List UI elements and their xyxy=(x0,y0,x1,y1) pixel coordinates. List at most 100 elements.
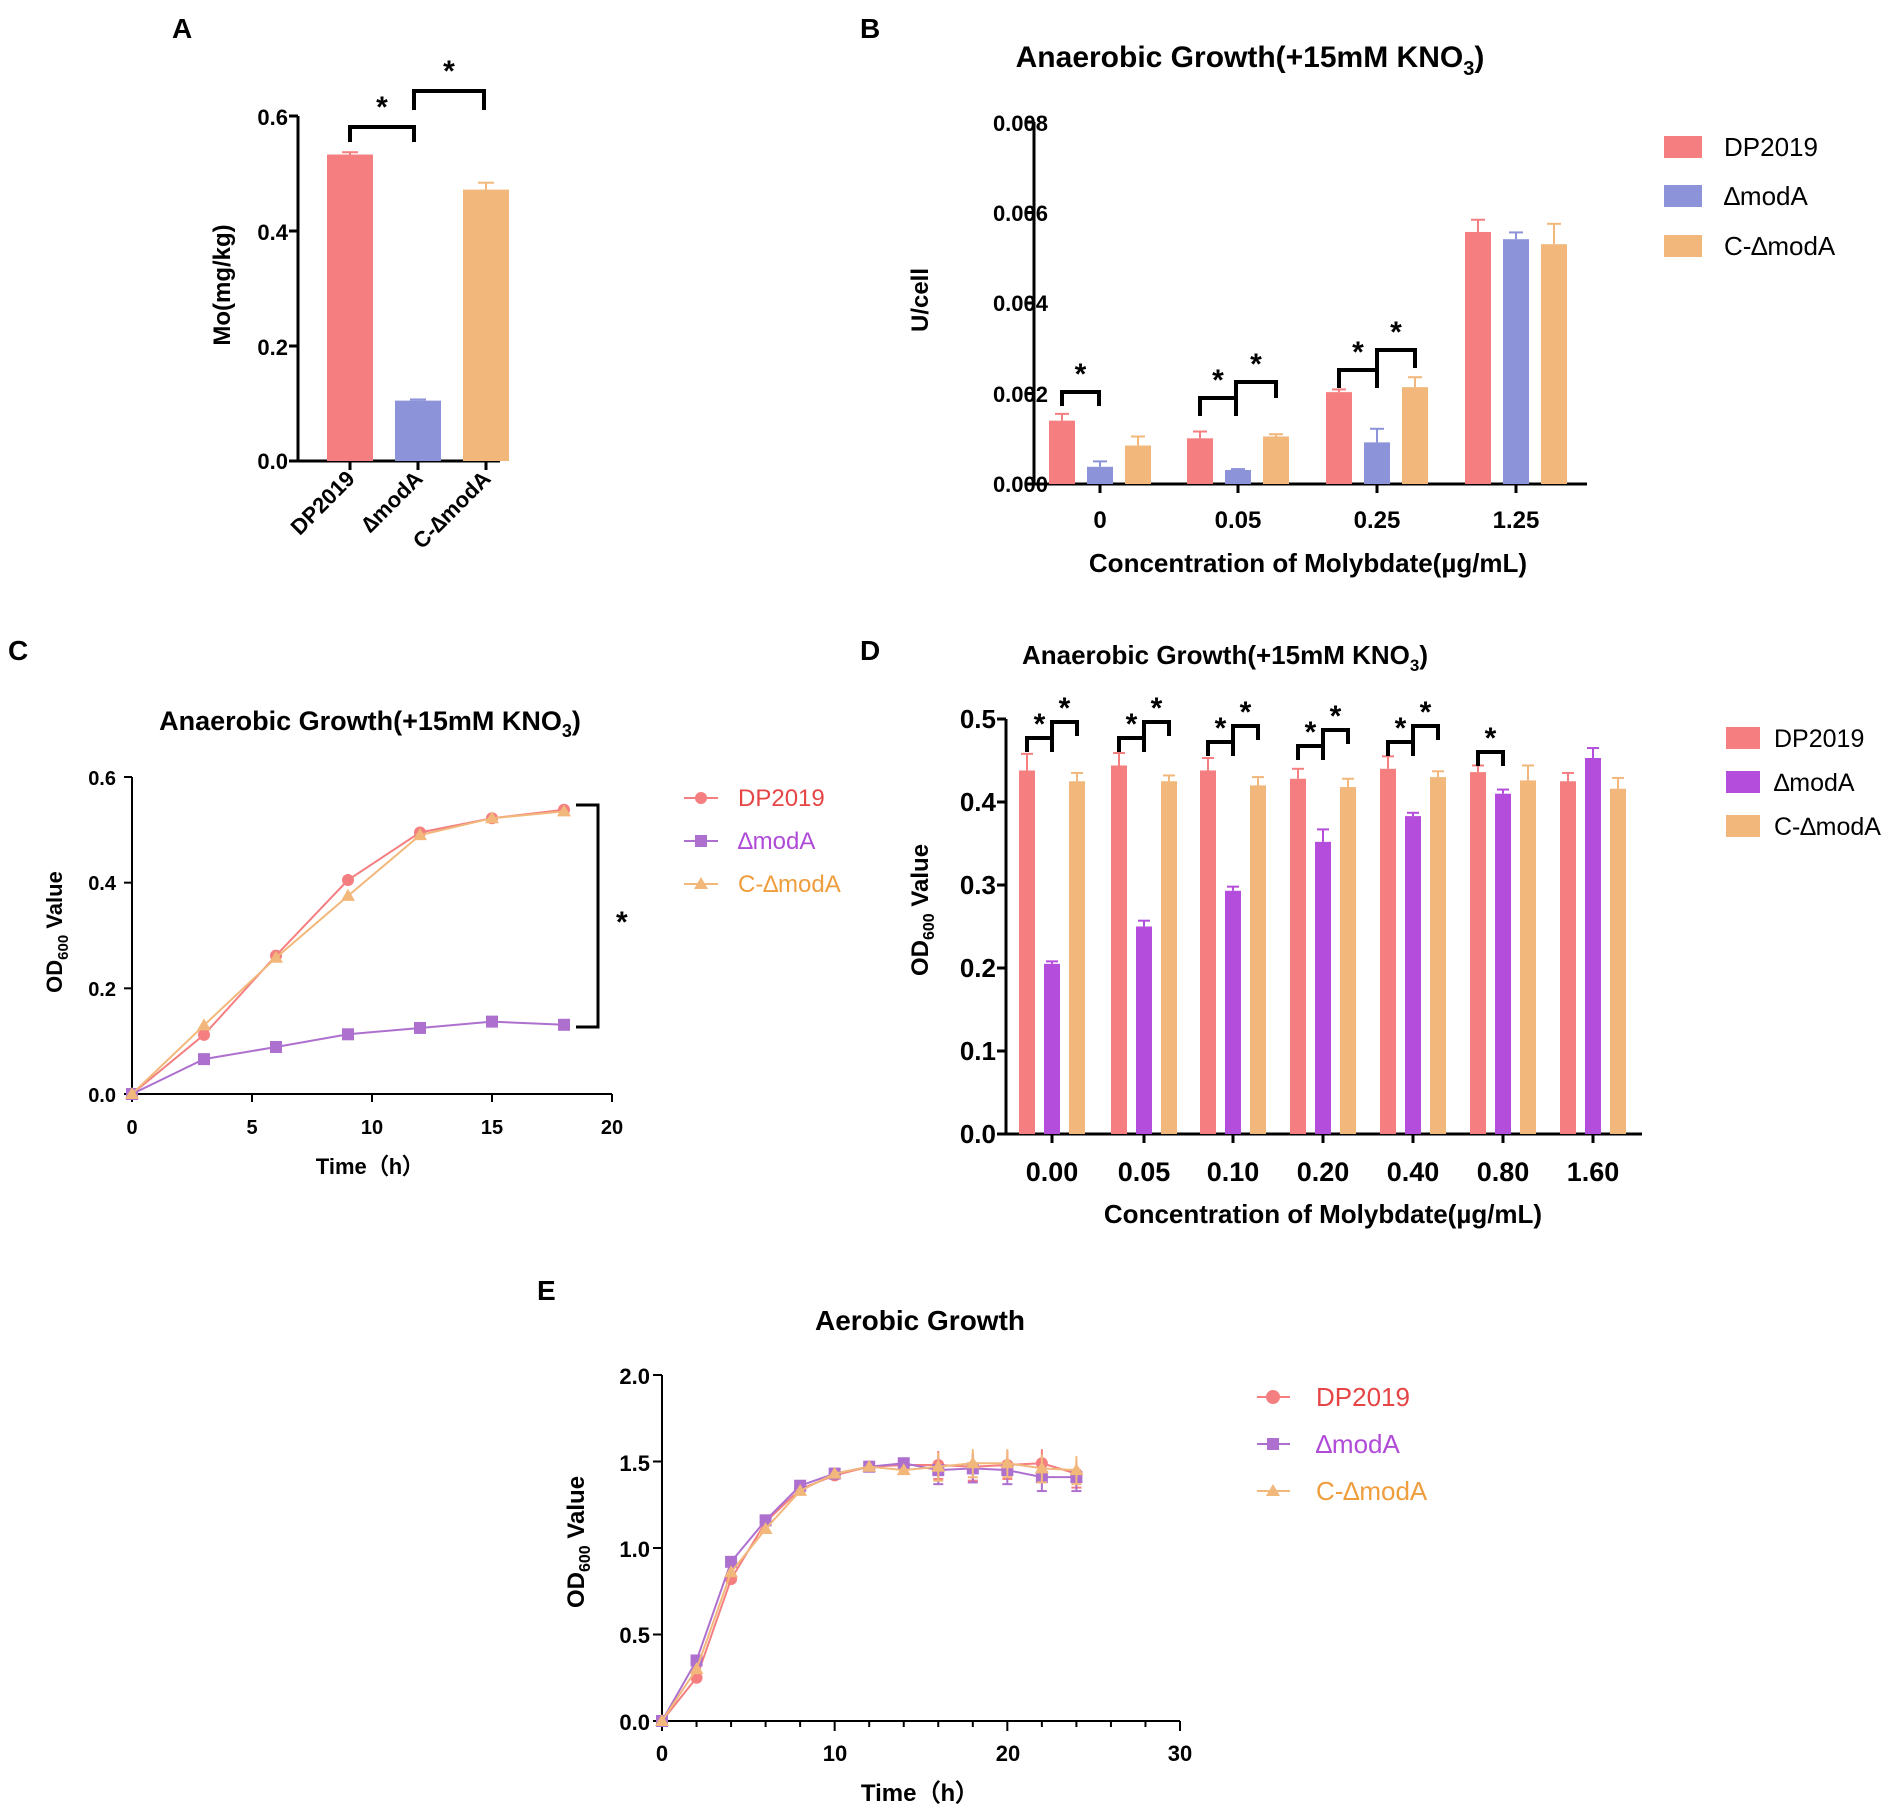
panel-a-ytick-label: 0.6 xyxy=(257,105,288,130)
panel-b-xtick-label: 0 xyxy=(1093,507,1106,534)
panel-d-sig-bracket xyxy=(1025,736,1054,752)
panel-label-c: C xyxy=(8,635,28,666)
panel-a-bar xyxy=(463,189,509,461)
panel-c-point xyxy=(413,828,427,841)
panel-b-legend-dmoda: ∆modA xyxy=(1724,181,1808,211)
panel-c-point xyxy=(557,804,571,817)
panel-e-point xyxy=(758,1521,773,1534)
panel-d-xtick-label: 0.05 xyxy=(1118,1157,1171,1187)
panel-a-xtick-label: DP2019 xyxy=(286,466,360,540)
legend-swatch-dmoda xyxy=(1664,185,1702,207)
panel-d-xtick-label: 0.20 xyxy=(1297,1157,1350,1187)
panel-d-sig-asterisk: * xyxy=(1126,708,1138,741)
panel-e-point xyxy=(931,1459,946,1472)
panel-d-bar xyxy=(1405,816,1421,1134)
panel-label-d: D xyxy=(860,635,880,666)
panel-c-legend-dp2019: DP2019 xyxy=(738,785,825,812)
legend-marker-triangle xyxy=(694,877,708,889)
panel-d-sig-bracket xyxy=(1231,724,1260,740)
panel-d-bar xyxy=(1470,772,1486,1134)
legend-marker-square xyxy=(1267,1438,1279,1450)
legend-swatch-dmoda xyxy=(1726,771,1760,793)
panel-e-point xyxy=(793,1483,808,1496)
panel-e-series-line xyxy=(661,1462,1077,1722)
panel-e-legend-dp2019: DP2019 xyxy=(1316,1382,1410,1412)
panel-e-point xyxy=(725,1555,738,1568)
panel-d-xtick-label: 0.40 xyxy=(1387,1157,1440,1187)
panel-d-legend-cmoda: C-∆modA xyxy=(1774,813,1881,841)
panel-d-bar xyxy=(1560,781,1576,1134)
panel-e-point xyxy=(862,1459,877,1472)
panel-d-marks: * * * * * * * * * * * xyxy=(997,692,1642,1143)
panel-e-ytick-label: 2.0 xyxy=(619,1364,650,1389)
panel-b-ytick-label: 0.006 xyxy=(993,201,1048,226)
panel-c-ylabel: OD600 Value xyxy=(42,871,72,993)
panel-d-sig-bracket xyxy=(1476,750,1505,766)
panel-b-sig-asterisk: * xyxy=(1250,348,1262,381)
panel-a-ylabel: Mo(mg/kg) xyxy=(209,224,236,345)
panel-d-legend-dp2019: DP2019 xyxy=(1774,725,1864,753)
panel-c-point xyxy=(342,1028,354,1041)
panel-b-xtick-label: 0.05 xyxy=(1215,507,1262,534)
panel-b-sig-asterisk: * xyxy=(1075,358,1087,391)
legend-swatch-dp2019 xyxy=(1726,727,1760,749)
panel-d-sig-asterisk: * xyxy=(1485,722,1497,755)
panel-e-point xyxy=(896,1463,911,1476)
panel-b-ytick-label: 0.008 xyxy=(993,111,1048,136)
panel-b-sig-bracket xyxy=(1337,368,1379,388)
panel-d: Anaerobic Growth(+15mM KNO3) OD600 Value… xyxy=(907,640,1881,1229)
panel-a-sig-asterisk: * xyxy=(376,91,388,124)
panel-d-sig-bracket xyxy=(1050,720,1079,736)
panel-d-bar xyxy=(1430,777,1446,1134)
panel-a-marks: ** xyxy=(289,55,509,470)
panel-b-bar xyxy=(1402,387,1428,484)
panel-e-title: Aerobic Growth xyxy=(815,1305,1025,1336)
legend-swatch-dp2019 xyxy=(1664,136,1702,158)
panel-b-sig-bracket xyxy=(1375,348,1417,368)
panel-e-point xyxy=(655,1714,669,1726)
panel-b-legend-dp2019: DP2019 xyxy=(1724,132,1818,162)
panel-d-sig-asterisk: * xyxy=(1215,712,1227,745)
panel-e-point xyxy=(1069,1463,1084,1476)
panel-d-xlabel: Concentration of Molybdate(µg/mL) xyxy=(1104,1199,1542,1229)
panel-d-sig-bracket xyxy=(1206,740,1235,756)
panel-d-ytick-label: 0.5 xyxy=(960,704,996,734)
panel-e-point xyxy=(827,1466,842,1479)
panel-d-sig-asterisk: * xyxy=(1420,696,1432,729)
panel-e-point xyxy=(1034,1461,1049,1474)
panel-d-bar xyxy=(1225,890,1241,1134)
panel-d-xtick-label: 0.00 xyxy=(1026,1157,1079,1187)
panel-b-marks: * * * * * xyxy=(1025,120,1587,493)
panel-c-xtick-label: 15 xyxy=(481,1117,503,1139)
panel-c-sig-bracket xyxy=(576,803,600,1029)
panel-d-ylabel: OD600 Value xyxy=(907,844,938,976)
panel-d-sig-asterisk: * xyxy=(1034,708,1046,741)
panel-c-marks: * xyxy=(124,776,628,1102)
panel-c-xtick-label: 20 xyxy=(601,1117,623,1139)
panel-b-xlabel: Concentration of Molybdate(µg/mL) xyxy=(1089,548,1527,578)
panel-b-bar xyxy=(1326,392,1352,484)
panel-a-ytick-label: 0.4 xyxy=(257,220,288,245)
panel-b-bar xyxy=(1263,436,1289,484)
panel-c-ytick-label: 0.2 xyxy=(88,979,116,1001)
panel-c-point xyxy=(198,1028,210,1041)
panel-d-xtick-label: 0.10 xyxy=(1207,1157,1260,1187)
panel-b: Anaerobic Growth(+15mM KNO3) U/cell 0.00… xyxy=(907,41,1836,578)
panel-c-series-line xyxy=(131,810,565,1095)
panel-c-xtick-label: 10 xyxy=(361,1117,383,1139)
panel-a-bar xyxy=(395,400,441,461)
panel-d-sig-bracket xyxy=(1321,728,1350,744)
panel-d-bar xyxy=(1495,793,1511,1134)
panel-c-xlabel: Time（h） xyxy=(316,1154,424,1179)
panel-c-sig-asterisk: * xyxy=(616,906,628,939)
panel-e-point xyxy=(689,1662,704,1675)
panel-e-point xyxy=(759,1514,772,1527)
panel-a: Mo(mg/kg) 0.6 0.4 0.2 0.0 ** DP2019 ∆mod… xyxy=(209,55,509,554)
panel-b-sig-asterisk: * xyxy=(1352,336,1364,369)
panel-d-ytick-label: 0.4 xyxy=(960,787,997,817)
panel-d-sig-bracket xyxy=(1386,740,1415,756)
panel-c-series-line xyxy=(131,808,565,1095)
panel-c-point xyxy=(125,1087,139,1099)
panel-a-bar xyxy=(327,154,373,461)
legend-swatch-cmoda xyxy=(1664,235,1702,257)
